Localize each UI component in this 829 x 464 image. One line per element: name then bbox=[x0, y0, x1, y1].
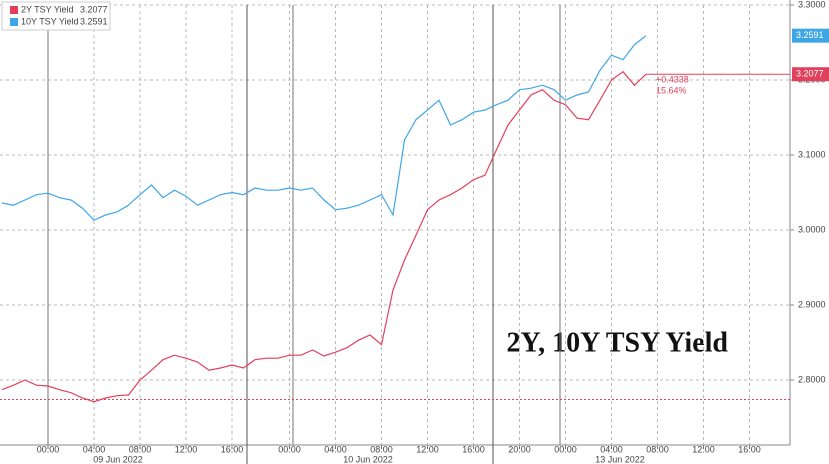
series-line bbox=[1, 70, 647, 403]
x-tick-label: 00:00 bbox=[554, 444, 577, 454]
last-value-label: 3.2077 bbox=[796, 69, 824, 79]
x-tick-label: 16:00 bbox=[221, 444, 244, 454]
y-tick-label: 3.0000 bbox=[798, 224, 826, 234]
y-tick-label: 3.1000 bbox=[798, 149, 826, 159]
legend-label: 2Y TSY Yield bbox=[21, 4, 74, 14]
date-label: 13 Jun 2022 bbox=[595, 454, 645, 464]
x-tick-label: 08:00 bbox=[129, 444, 152, 454]
y-tick-label: 2.9000 bbox=[798, 299, 826, 309]
legend-box bbox=[1, 1, 111, 31]
chart-title: 2Y, 10Y TSY Yield bbox=[507, 327, 729, 358]
series-line bbox=[1, 35, 647, 221]
y-tick-label: 3.3000 bbox=[798, 0, 826, 9]
legend-value: 3.2591 bbox=[80, 16, 108, 26]
x-tick-label: 00:00 bbox=[278, 444, 301, 454]
y-tick-label: 2.8000 bbox=[798, 374, 826, 384]
date-label: 10 Jun 2022 bbox=[343, 454, 393, 464]
x-tick-label: 04:00 bbox=[600, 444, 623, 454]
x-tick-label: 20:00 bbox=[508, 444, 531, 454]
last-value-box bbox=[792, 28, 829, 43]
last-value-box bbox=[792, 67, 829, 82]
x-tick-label: 08:00 bbox=[370, 444, 393, 454]
legend-swatch bbox=[10, 6, 18, 14]
x-tick-label: 08:00 bbox=[646, 444, 669, 454]
legend-value: 3.2077 bbox=[80, 4, 108, 14]
date-label: 09 Jun 2022 bbox=[93, 454, 143, 464]
x-tick-label: 00:00 bbox=[37, 444, 60, 454]
x-tick-label: 16:00 bbox=[462, 444, 485, 454]
legend-swatch bbox=[10, 18, 18, 26]
change-label: +0.4338 bbox=[656, 74, 689, 84]
legend-label: 10Y TSY Yield bbox=[21, 16, 79, 26]
last-value-label: 3.2591 bbox=[796, 30, 824, 40]
x-tick-label: 04:00 bbox=[83, 444, 106, 454]
x-tick-label: 12:00 bbox=[692, 444, 715, 454]
change-pct-label: 15.64% bbox=[656, 85, 687, 95]
x-tick-label: 12:00 bbox=[175, 444, 198, 454]
x-tick-label: 04:00 bbox=[324, 444, 347, 454]
x-tick-label: 16:00 bbox=[738, 444, 761, 454]
x-tick-label: 12:00 bbox=[416, 444, 439, 454]
